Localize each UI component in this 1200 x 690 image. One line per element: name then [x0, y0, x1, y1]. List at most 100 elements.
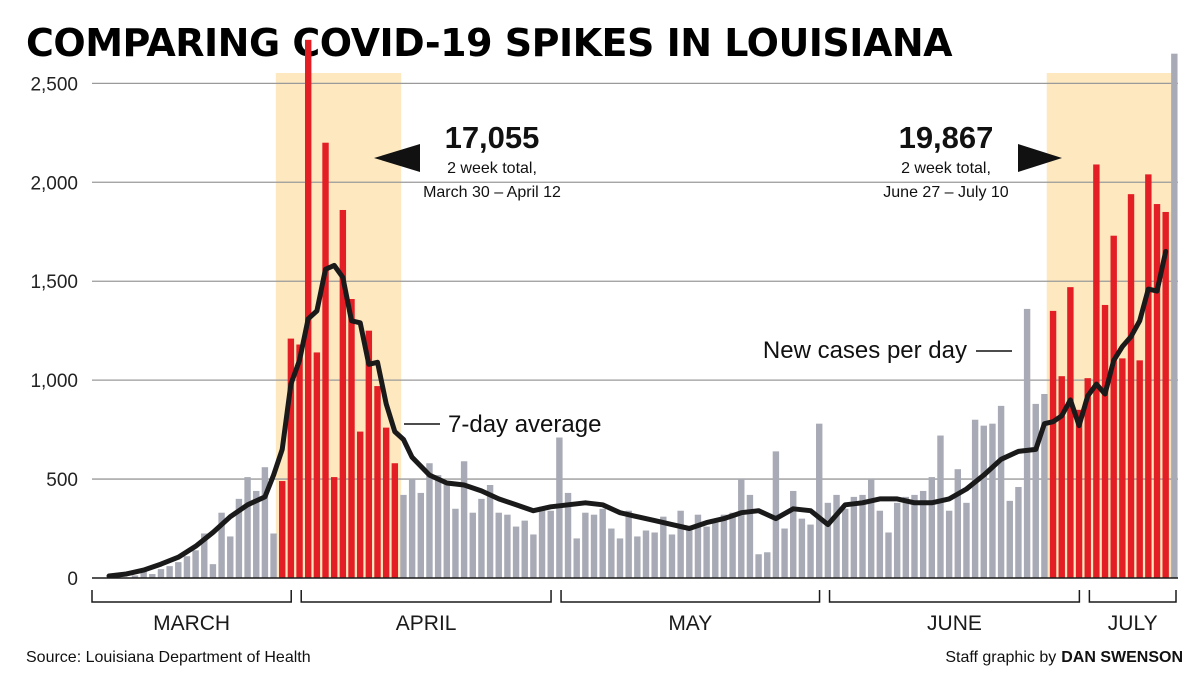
- month-label-april: APRIL: [396, 612, 457, 635]
- source-note: Source: Louisiana Department of Health: [26, 649, 311, 666]
- bar: [625, 510, 632, 578]
- bar: [356, 431, 364, 578]
- y-tick-label: 1,500: [30, 272, 78, 293]
- bar: [807, 524, 814, 578]
- y-tick-label: 2,000: [30, 173, 78, 194]
- bar: [1084, 378, 1091, 578]
- month-brackets: MARCH APRIL MAY JUNE JULY: [91, 590, 1177, 635]
- spike2-label: 2 week total,: [901, 160, 991, 177]
- month-label-july: JULY: [1108, 612, 1158, 635]
- bar: [772, 451, 780, 578]
- bar: [1093, 164, 1100, 578]
- bar: [253, 490, 260, 578]
- bar: [989, 423, 996, 578]
- bar: [279, 481, 286, 578]
- bar: [521, 520, 528, 578]
- bar: [1041, 393, 1048, 578]
- bar: [504, 514, 511, 578]
- bar: [997, 405, 1005, 578]
- bar: [209, 564, 217, 578]
- bar: [867, 479, 875, 578]
- bar: [1145, 174, 1152, 578]
- line-annotation: 7-day average: [448, 411, 601, 438]
- bar: [1023, 308, 1031, 578]
- bar: [218, 512, 225, 578]
- bar: [408, 479, 416, 578]
- bar: [1067, 287, 1074, 578]
- bar: [1049, 310, 1057, 578]
- month-bracket-may: [560, 590, 821, 603]
- bar: [391, 463, 399, 578]
- month-bracket-june: [828, 590, 1081, 603]
- credit-prefix: Staff graphic by: [945, 649, 1056, 666]
- bar: [149, 574, 156, 578]
- bar: [131, 575, 139, 578]
- bar: [382, 427, 390, 578]
- bar: [573, 538, 580, 578]
- bar: [443, 483, 450, 578]
- bar: [339, 209, 347, 578]
- bar: [348, 299, 355, 578]
- bar: [608, 528, 615, 578]
- bar: [417, 492, 425, 578]
- bar: [755, 554, 762, 578]
- bar: [798, 518, 806, 578]
- bar: [634, 536, 641, 578]
- spike2-total: 19,867: [899, 120, 994, 155]
- bar: [729, 512, 736, 578]
- bar: [1136, 360, 1143, 578]
- bar: [582, 512, 589, 578]
- bar: [616, 538, 624, 578]
- bar: [192, 550, 199, 578]
- bar: [703, 526, 710, 578]
- bar: [486, 485, 494, 578]
- bars: [97, 39, 1178, 579]
- bar: [434, 475, 442, 578]
- spike1-label: 2 week total,: [447, 160, 537, 177]
- y-tick-label: 2,500: [30, 74, 78, 95]
- bar: [651, 532, 658, 578]
- bar: [677, 510, 684, 578]
- bar: [564, 492, 572, 578]
- bar: [833, 494, 840, 578]
- bar: [1075, 409, 1083, 578]
- bar: [746, 494, 754, 578]
- bar: [816, 423, 823, 578]
- spike1-total: 17,055: [445, 120, 540, 155]
- bar: [183, 556, 191, 578]
- bar: [980, 425, 987, 578]
- bar: [1171, 53, 1178, 578]
- bar: [400, 494, 407, 578]
- bar: [928, 477, 936, 578]
- bar: [824, 502, 832, 578]
- bar: [642, 530, 650, 578]
- bar: [538, 506, 546, 578]
- bar: [313, 352, 321, 578]
- bar: [322, 142, 329, 578]
- bar: [296, 344, 303, 578]
- bar: [590, 514, 598, 578]
- bar: [1153, 204, 1161, 579]
- bar: [157, 569, 165, 578]
- month-bracket-april: [300, 590, 552, 603]
- bar: [885, 532, 892, 578]
- y-axis-labels: 0 500 1,000 1,500 2,000 2,500: [30, 74, 78, 590]
- grid-lines: [92, 82, 1178, 480]
- bar: [270, 533, 277, 578]
- bar: [547, 510, 554, 578]
- bar: [227, 536, 234, 578]
- month-bracket-march: [91, 590, 292, 603]
- bars-annotation: New cases per day: [763, 337, 967, 364]
- spike2-range: June 27 – July 10: [883, 184, 1009, 201]
- bar: [712, 522, 719, 578]
- bar: [902, 496, 910, 578]
- bar: [304, 39, 312, 579]
- y-tick-label: 1,000: [30, 371, 78, 392]
- bar: [790, 490, 797, 578]
- bar: [1127, 194, 1135, 578]
- y-tick-label: 0: [67, 569, 78, 590]
- month-label-june: JUNE: [927, 612, 982, 635]
- bar: [530, 534, 537, 578]
- bar: [937, 435, 944, 578]
- bar: [261, 467, 269, 578]
